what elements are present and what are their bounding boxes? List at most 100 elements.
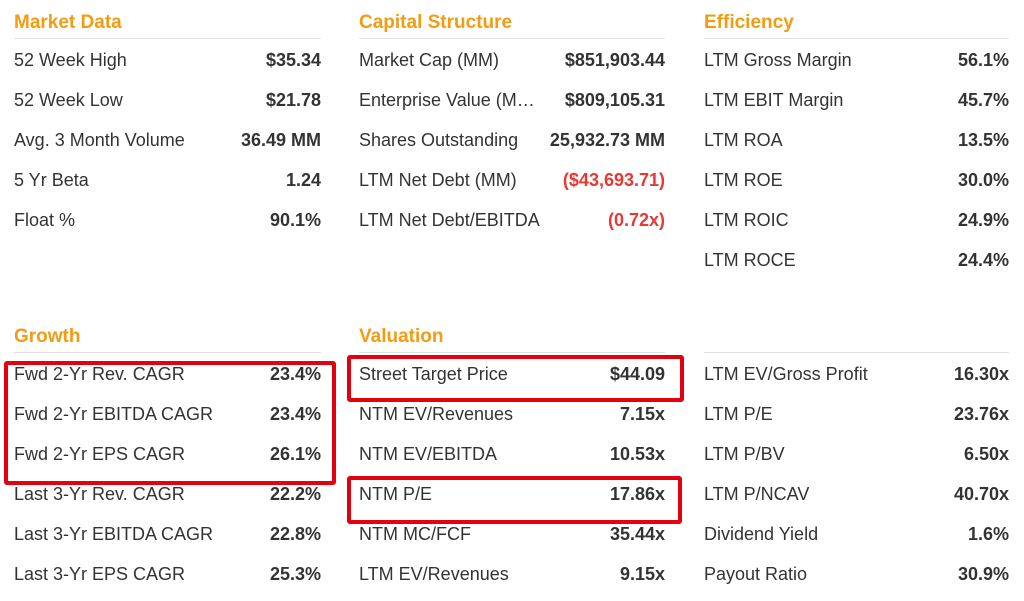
- market-data-section: Market Data 52 Week High $35.34 52 Week L…: [14, 8, 321, 240]
- stat-row: Shares Outstanding 25,932.73 MM: [359, 120, 665, 160]
- stat-value: 23.76x: [953, 404, 1009, 424]
- stat-label: LTM P/BV: [704, 444, 785, 464]
- stat-row: Fwd 2-Yr EPS CAGR 26.1%: [14, 434, 321, 474]
- stat-label: LTM Gross Margin: [704, 50, 852, 70]
- stat-row: NTM EV/EBITDA 10.53x: [359, 434, 665, 474]
- stat-value: $44.09: [609, 364, 665, 384]
- stat-row: LTM ROCE 24.4%: [704, 240, 1009, 280]
- stat-row: Last 3-Yr EPS CAGR 25.3%: [14, 554, 321, 594]
- stat-value: 30.9%: [957, 564, 1009, 584]
- stat-label: LTM P/E: [704, 404, 773, 424]
- stat-value: $35.34: [265, 50, 321, 70]
- stat-value: 6.50x: [963, 444, 1009, 464]
- stat-row: LTM EBIT Margin 45.7%: [704, 80, 1009, 120]
- capital-structure-title: Capital Structure: [359, 8, 665, 39]
- valuation-title: Valuation: [359, 322, 665, 353]
- stat-row: Street Target Price $44.09: [359, 354, 665, 394]
- stat-row: Avg. 3 Month Volume 36.49 MM: [14, 120, 321, 160]
- stat-row: LTM Net Debt (MM) ($43,693.71): [359, 160, 665, 200]
- stat-value-negative: ($43,693.71): [562, 170, 665, 190]
- stat-value: 36.49 MM: [240, 130, 321, 150]
- stat-value: 40.70x: [953, 484, 1009, 504]
- stat-row: LTM Net Debt/EBITDA (0.72x): [359, 200, 665, 240]
- valuation-ltm-section: LTM EV/Gross Profit 16.30x LTM P/E 23.76x …: [704, 322, 1009, 594]
- stat-row: NTM MC/FCF 35.44x: [359, 514, 665, 554]
- stat-label: Last 3-Yr EPS CAGR: [14, 564, 186, 584]
- stat-value: 30.0%: [957, 170, 1009, 190]
- stat-row: Fwd 2-Yr EBITDA CAGR 23.4%: [14, 394, 321, 434]
- stat-value: 10.53x: [609, 444, 665, 464]
- stat-value: 26.1%: [269, 444, 321, 464]
- stat-label: LTM ROCE: [704, 250, 796, 270]
- stat-label: Market Cap (MM): [359, 50, 500, 70]
- stat-value: 9.15x: [619, 564, 665, 584]
- growth-title: Growth: [14, 322, 321, 353]
- stat-row: Enterprise Value (M… $809,105.31: [359, 80, 665, 120]
- stat-label: LTM EV/Revenues: [359, 564, 509, 584]
- stat-value: 45.7%: [957, 90, 1009, 110]
- stat-label: LTM EV/Gross Profit: [704, 364, 868, 384]
- stat-row: LTM ROIC 24.9%: [704, 200, 1009, 240]
- stat-value: 24.9%: [957, 210, 1009, 230]
- stat-value: 13.5%: [957, 130, 1009, 150]
- stat-value: 23.4%: [269, 364, 321, 384]
- stat-label: 5 Yr Beta: [14, 170, 89, 190]
- stat-label: Fwd 2-Yr EPS CAGR: [14, 444, 186, 464]
- stat-label: LTM P/NCAV: [704, 484, 810, 504]
- stat-value: 24.4%: [957, 250, 1009, 270]
- stat-label: NTM EV/EBITDA: [359, 444, 498, 464]
- stat-row: Fwd 2-Yr Rev. CAGR 23.4%: [14, 354, 321, 394]
- stat-value: 7.15x: [619, 404, 665, 424]
- stat-label: Street Target Price: [359, 364, 508, 384]
- stat-value-negative: (0.72x): [607, 210, 665, 230]
- stat-label: Avg. 3 Month Volume: [14, 130, 185, 150]
- stat-label: NTM EV/Revenues: [359, 404, 514, 424]
- stat-row: LTM P/NCAV 40.70x: [704, 474, 1009, 514]
- stat-label: Dividend Yield: [704, 524, 819, 544]
- stat-row: Dividend Yield 1.6%: [704, 514, 1009, 554]
- stat-label: NTM P/E: [359, 484, 433, 504]
- stat-row: LTM EV/Gross Profit 16.30x: [704, 354, 1009, 394]
- stat-value: $809,105.31: [564, 90, 665, 110]
- capital-structure-section: Capital Structure Market Cap (MM) $851,90…: [359, 8, 665, 240]
- stat-label: 52 Week High: [14, 50, 127, 70]
- stat-label: LTM Net Debt/EBITDA: [359, 210, 540, 230]
- stat-value: 90.1%: [269, 210, 321, 230]
- stat-label: LTM Net Debt (MM): [359, 170, 517, 190]
- stat-label: Fwd 2-Yr Rev. CAGR: [14, 364, 185, 384]
- stat-value: 17.86x: [609, 484, 665, 504]
- stat-label: LTM ROA: [704, 130, 783, 150]
- stat-row: Last 3-Yr Rev. CAGR 22.2%: [14, 474, 321, 514]
- stat-label: Float %: [14, 210, 76, 230]
- stat-value: 25,932.73 MM: [549, 130, 665, 150]
- stat-label: LTM ROE: [704, 170, 783, 190]
- stat-label: Last 3-Yr EBITDA CAGR: [14, 524, 214, 544]
- stat-row: 5 Yr Beta 1.24: [14, 160, 321, 200]
- valuation-ltm-divider: [704, 322, 1009, 353]
- stat-row: NTM P/E 17.86x: [359, 474, 665, 514]
- stat-value: 1.6%: [967, 524, 1009, 544]
- stat-value: 16.30x: [953, 364, 1009, 384]
- valuation-section: Valuation Street Target Price $44.09 NTM …: [359, 322, 665, 594]
- stat-row: LTM ROA 13.5%: [704, 120, 1009, 160]
- stat-row: LTM P/BV 6.50x: [704, 434, 1009, 474]
- market-data-title: Market Data: [14, 8, 321, 39]
- stat-label: 52 Week Low: [14, 90, 123, 110]
- stat-label: LTM ROIC: [704, 210, 789, 230]
- stat-row: Last 3-Yr EBITDA CAGR 22.8%: [14, 514, 321, 554]
- stat-value: 22.2%: [269, 484, 321, 504]
- stat-value: 25.3%: [269, 564, 321, 584]
- stat-value: 1.24: [285, 170, 321, 190]
- stat-row: Float % 90.1%: [14, 200, 321, 240]
- stat-row: LTM P/E 23.76x: [704, 394, 1009, 434]
- stat-label: LTM EBIT Margin: [704, 90, 844, 110]
- stat-row: NTM EV/Revenues 7.15x: [359, 394, 665, 434]
- stat-label: Shares Outstanding: [359, 130, 519, 150]
- stat-label: Last 3-Yr Rev. CAGR: [14, 484, 185, 504]
- stat-label: Enterprise Value (M…: [359, 90, 535, 110]
- efficiency-title: Efficiency: [704, 8, 1009, 39]
- stat-value: 23.4%: [269, 404, 321, 424]
- stat-value: 22.8%: [269, 524, 321, 544]
- stat-label: Payout Ratio: [704, 564, 808, 584]
- efficiency-section: Efficiency LTM Gross Margin 56.1% LTM EBI…: [704, 8, 1009, 280]
